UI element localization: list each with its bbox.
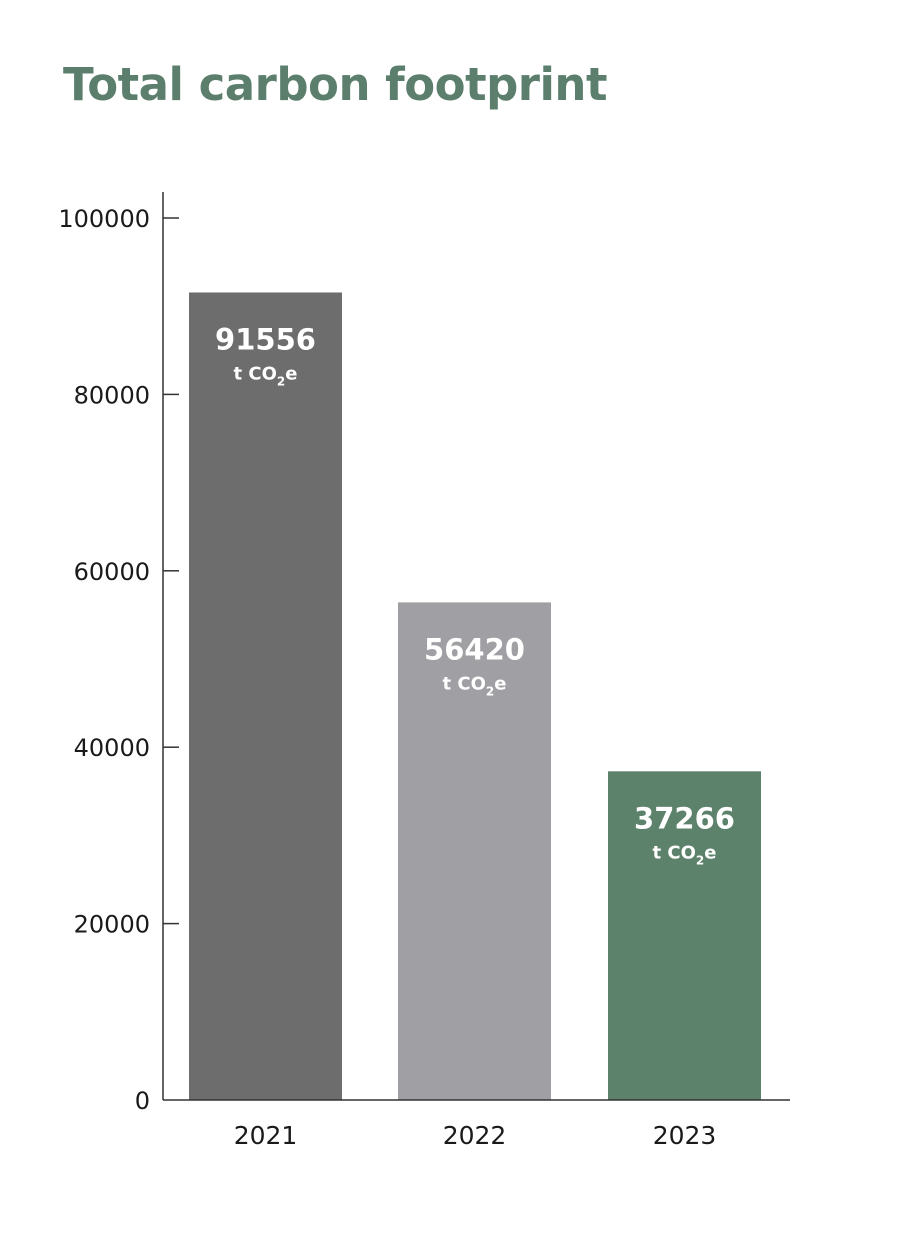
y-tick-label-60000: 60000 [74, 558, 150, 586]
y-tick-label-80000: 80000 [74, 381, 150, 409]
bar-2021 [189, 292, 342, 1100]
unit-label-2022: t CO2e [443, 673, 507, 698]
data-label-2022: 56420 [424, 632, 525, 666]
x-tick-label-2021: 2021 [234, 1121, 298, 1150]
data-label-2021: 91556 [215, 322, 316, 356]
y-tick-label-0: 0 [135, 1087, 150, 1115]
data-label-2023: 37266 [634, 801, 735, 835]
x-tick-label-2022: 2022 [443, 1121, 507, 1150]
unit-label-2021: t CO2e [234, 363, 298, 388]
bar-2022 [398, 602, 551, 1100]
y-tick-label-40000: 40000 [74, 734, 150, 762]
unit-label-2023: t CO2e [653, 842, 717, 867]
bar-2023 [608, 771, 761, 1100]
chart-title: Total carbon footprint [63, 58, 607, 111]
y-tick-label-100000: 100000 [58, 205, 150, 233]
x-tick-label-2023: 2023 [653, 1121, 717, 1150]
y-tick-label-20000: 20000 [74, 911, 150, 939]
